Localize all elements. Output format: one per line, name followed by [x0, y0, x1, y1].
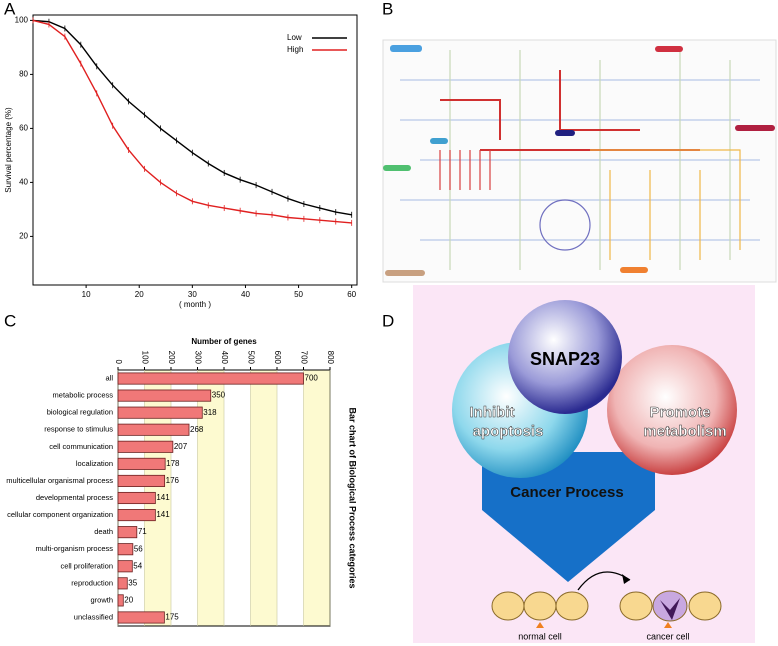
line	[32, 19, 352, 216]
y-tick-label: response to stimulus	[44, 425, 113, 434]
y-tick-label: developmental process	[36, 493, 113, 502]
bar	[117, 611, 165, 624]
x-tick-label: 30	[188, 290, 197, 299]
plot-frame	[32, 14, 358, 286]
data-label: 350	[212, 391, 226, 400]
y-tick-label: cellular component organization	[7, 510, 113, 519]
y-tick-label: multi-organism process	[35, 544, 113, 553]
x-tick-label: 700	[299, 351, 308, 365]
y-tick-label: cell proliferation	[60, 561, 113, 570]
x-tick-label: 50	[294, 290, 303, 299]
cell-label: normal cell	[518, 631, 562, 641]
data-label: 54	[133, 561, 142, 570]
x-tick-label: 500	[246, 351, 255, 365]
band	[303, 370, 330, 626]
panel-label: C	[4, 311, 16, 330]
x-tick-label: 0	[114, 360, 123, 365]
data-label: 141	[156, 493, 170, 502]
band	[250, 370, 277, 626]
legend-label: High	[287, 45, 303, 54]
x-tick-label: 60	[347, 290, 356, 299]
y-tick-label: unclassified	[74, 612, 113, 621]
x-tick-label: 40	[241, 290, 250, 299]
y-tick-label: cell communication	[49, 442, 113, 451]
node-label: Promote	[650, 404, 711, 421]
x-axis-label: ( month )	[179, 300, 211, 309]
bar	[117, 577, 128, 590]
data-label: 71	[138, 527, 147, 536]
y-tick-label: biological regulation	[47, 408, 113, 417]
data-label: 35	[128, 578, 137, 587]
diagram: SNAP23 Inhibit apoptosis Promote metabol…	[413, 285, 755, 643]
band	[277, 370, 304, 626]
node-label: Inhibit	[470, 404, 515, 421]
bar	[117, 457, 166, 470]
y-tick-label: metabolic process	[53, 391, 114, 400]
data-label: 176	[166, 476, 180, 485]
band	[224, 370, 251, 626]
bar	[117, 526, 138, 539]
x-tick-label: 200	[167, 351, 176, 365]
panel-label: D	[382, 311, 394, 330]
cell-label: cancer cell	[646, 631, 689, 641]
bar	[117, 389, 212, 402]
y-tick-label: death	[94, 527, 113, 536]
legend-label: Low	[287, 33, 302, 42]
bar	[117, 423, 190, 436]
y-tick-label: 80	[19, 70, 28, 79]
y-axis-label: Survival percentage (%)	[4, 107, 13, 193]
chart-title: Number of genes	[191, 337, 257, 346]
node-label: SNAP23	[530, 349, 600, 369]
arrow-label: Cancer Process	[510, 484, 623, 501]
x-tick-label: 300	[193, 351, 202, 365]
circle	[607, 345, 737, 475]
side-title: Bar chart of Biological Process categori…	[348, 407, 358, 588]
node-label: metabolism	[643, 423, 726, 440]
bar	[117, 594, 124, 607]
data-label: 178	[166, 459, 180, 468]
y-tick-label: all	[105, 374, 113, 383]
data-label: 268	[190, 425, 204, 434]
y-tick-label: 40	[19, 178, 28, 187]
line	[32, 19, 352, 224]
x-tick-label: 100	[140, 351, 149, 365]
x-tick-label: 800	[326, 351, 335, 365]
panel-label: A	[4, 0, 16, 18]
node-label: apoptosis	[473, 423, 544, 440]
bar	[117, 474, 166, 487]
x-tick-label: 10	[82, 290, 91, 299]
y-tick-label: 20	[19, 232, 28, 241]
circle	[508, 300, 622, 414]
data-label: 175	[165, 613, 179, 622]
arrow	[482, 452, 655, 582]
bar	[117, 440, 174, 453]
bar	[117, 372, 304, 385]
bar	[117, 491, 156, 505]
x-tick-label: 400	[220, 351, 229, 365]
y-tick-label: reproduction	[71, 578, 113, 587]
data-label: 207	[174, 442, 188, 451]
bar	[117, 543, 134, 556]
pathway-map	[382, 39, 777, 283]
x-tick-label: 20	[135, 290, 144, 299]
bar	[117, 406, 203, 419]
x-tick-label: 600	[273, 351, 282, 365]
panel-label: B	[382, 0, 393, 18]
bar	[117, 509, 156, 522]
y-tick-label: multicellular organismal process	[6, 476, 113, 485]
data-label: 56	[134, 544, 143, 553]
y-tick-label: growth	[90, 595, 113, 604]
data-label: 20	[124, 596, 133, 605]
y-tick-label: 100	[15, 16, 29, 25]
data-label: 141	[156, 510, 170, 519]
y-tick-label: localization	[76, 459, 113, 468]
bar	[117, 560, 133, 573]
y-tick-label: 60	[19, 124, 28, 133]
data-label: 700	[305, 374, 319, 383]
data-label: 318	[203, 408, 217, 417]
